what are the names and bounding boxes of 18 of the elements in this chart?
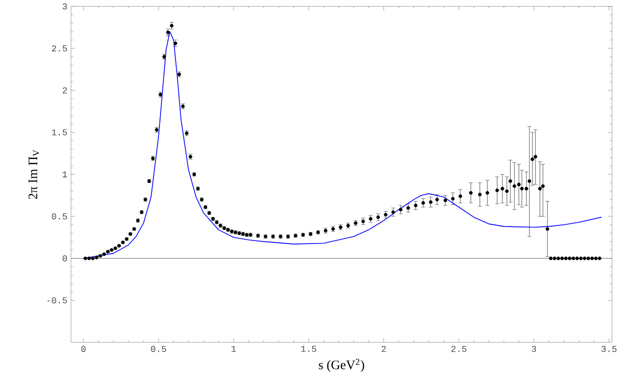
y-tick-label: 0.5	[52, 213, 67, 220]
y-tick-label: 1	[62, 171, 68, 178]
y-tick-label: -0.5	[47, 297, 67, 304]
y-axis-title: 2π Im Π$_{V}$	[28, 150, 40, 199]
x-tick-label: 2	[382, 346, 386, 352]
x-tick-label: 3	[532, 346, 536, 352]
y-tick-label: 0	[62, 255, 67, 262]
y-tick-label: 1.5	[52, 129, 67, 136]
x-tick-label: 3.5	[601, 346, 617, 352]
y-tick-label: 2	[62, 87, 67, 94]
y-tick-label: 2.5	[52, 45, 67, 52]
x-axis-title: s (GeV$^{2}$)	[318, 358, 364, 372]
y-tick-label: 3	[62, 3, 67, 10]
x-tick-label: 0	[81, 346, 86, 352]
x-tick-label: 2.5	[451, 346, 466, 352]
x-tick-label: 1	[232, 346, 236, 352]
x-tick-label: 1.5	[301, 346, 316, 352]
x-tick-label: 0.5	[151, 346, 166, 352]
